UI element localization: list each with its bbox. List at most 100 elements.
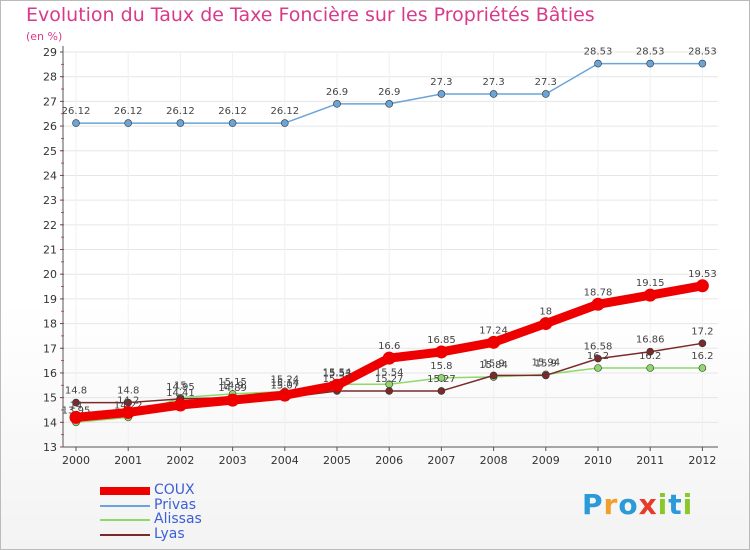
legend-label: Privas bbox=[154, 496, 196, 513]
x-tick-label: 2008 bbox=[480, 454, 508, 467]
data-label-lyas: 14.8 bbox=[65, 386, 87, 397]
data-label-lyas: 15.27 bbox=[375, 374, 404, 385]
data-point-lyas bbox=[72, 398, 80, 407]
data-label-lyas: 15.07 bbox=[270, 381, 299, 392]
x-tick-label: 2004 bbox=[271, 454, 299, 467]
data-label-coux: 14.89 bbox=[218, 383, 247, 394]
y-tick-label: 22 bbox=[43, 219, 57, 232]
data-point-lyas bbox=[437, 387, 446, 395]
data-label-coux: 14.2 bbox=[117, 395, 139, 406]
data-label-alissas: 15.84 bbox=[479, 360, 508, 371]
y-tick-label: 27 bbox=[43, 95, 57, 108]
y-tick-label: 26 bbox=[43, 120, 57, 133]
data-point-alissas bbox=[698, 364, 707, 372]
data-label-alissas: 15.15 bbox=[218, 377, 247, 388]
x-tick-label: 2005 bbox=[323, 454, 351, 467]
y-tick-label: 25 bbox=[43, 145, 57, 158]
y-tick-label: 20 bbox=[43, 268, 57, 281]
data-label-coux: 16.6 bbox=[378, 341, 400, 352]
data-point-lyas bbox=[385, 387, 394, 395]
data-point-lyas bbox=[489, 371, 498, 380]
data-label-privas: 26.9 bbox=[326, 87, 348, 98]
x-tick-label: 2002 bbox=[166, 454, 194, 467]
data-point-privas bbox=[594, 59, 602, 68]
data-label-lyas: 17.2 bbox=[691, 326, 713, 337]
data-point-coux bbox=[173, 398, 187, 412]
y-tick-label: 14 bbox=[43, 416, 57, 429]
legend-swatch bbox=[100, 487, 150, 495]
y-tick-label: 16 bbox=[43, 367, 57, 380]
data-point-privas bbox=[333, 100, 341, 108]
data-label-lyas: 14.95 bbox=[166, 382, 195, 393]
data-point-privas bbox=[228, 119, 237, 127]
data-label-privas: 28.53 bbox=[584, 47, 613, 58]
data-label-privas: 27.3 bbox=[430, 77, 452, 88]
x-tick-label: 2000 bbox=[62, 454, 90, 467]
data-label-privas: 27.3 bbox=[535, 77, 557, 88]
data-point-coux bbox=[591, 297, 605, 311]
data-label-coux: 14 bbox=[70, 400, 83, 411]
data-label-coux: 14.41 bbox=[166, 388, 195, 399]
data-point-lyas bbox=[646, 347, 655, 356]
data-label-alissas: 15.24 bbox=[270, 374, 299, 385]
data-label-lyas: 16.58 bbox=[584, 342, 613, 353]
legend-swatch bbox=[100, 533, 150, 536]
data-point-coux bbox=[382, 351, 396, 365]
data-label-lyas: 16.86 bbox=[636, 335, 665, 346]
data-label-privas: 26.12 bbox=[62, 106, 91, 117]
chart-title: Evolution du Taux de Taxe Foncière sur l… bbox=[26, 4, 595, 26]
legend-label: Lyas bbox=[154, 525, 185, 542]
data-point-privas bbox=[385, 100, 394, 108]
data-point-coux bbox=[226, 393, 240, 407]
data-label-alissas: 16.2 bbox=[639, 351, 661, 362]
data-label-alissas: 13.95 bbox=[62, 405, 91, 416]
y-tick-label: 15 bbox=[43, 392, 57, 405]
data-label-coux: 18.78 bbox=[584, 287, 613, 298]
legend-label: Alissas bbox=[154, 511, 202, 527]
y-tick-label: 21 bbox=[43, 244, 57, 257]
data-point-lyas bbox=[698, 339, 707, 348]
data-point-privas bbox=[72, 119, 80, 127]
data-label-coux: 15.53 bbox=[323, 368, 352, 379]
data-label-coux: 18 bbox=[539, 307, 552, 318]
y-tick-label: 28 bbox=[43, 71, 57, 84]
data-label-alissas: 15.8 bbox=[430, 361, 452, 372]
y-tick-label: 18 bbox=[43, 318, 57, 331]
y-tick-label: 23 bbox=[43, 194, 57, 207]
data-point-privas bbox=[124, 119, 132, 127]
x-tick-label: 2010 bbox=[584, 454, 612, 467]
data-point-privas bbox=[698, 59, 707, 68]
x-tick-label: 2001 bbox=[114, 454, 142, 467]
data-point-privas bbox=[646, 59, 655, 68]
data-label-privas: 26.12 bbox=[166, 106, 195, 117]
data-label-lyas: 15.9 bbox=[535, 358, 557, 369]
data-label-alissas: 15 bbox=[174, 381, 187, 392]
x-tick-label: 2007 bbox=[427, 454, 455, 467]
data-point-privas bbox=[176, 119, 185, 127]
data-point-privas bbox=[541, 90, 550, 98]
data-label-alissas: 15.54 bbox=[323, 367, 352, 378]
data-point-alissas bbox=[646, 364, 655, 372]
data-label-coux: 19.53 bbox=[688, 269, 717, 280]
data-label-privas: 26.12 bbox=[270, 106, 299, 117]
data-point-coux bbox=[539, 317, 553, 331]
data-point-alissas bbox=[594, 364, 602, 372]
x-tick-label: 2011 bbox=[636, 454, 664, 467]
x-tick-label: 2003 bbox=[219, 454, 247, 467]
data-label-alissas: 16.2 bbox=[691, 351, 713, 362]
data-point-lyas bbox=[594, 354, 602, 363]
y-tick-label: 17 bbox=[43, 342, 57, 355]
proxiti-logo: Proxiti bbox=[582, 488, 694, 521]
chart-subtitle: (en %) bbox=[26, 30, 63, 43]
data-label-lyas: 15.9 bbox=[482, 358, 504, 369]
data-label-lyas: 15.27 bbox=[427, 374, 456, 385]
data-point-coux bbox=[69, 410, 83, 424]
data-point-privas bbox=[489, 90, 498, 98]
data-label-alissas: 15.54 bbox=[375, 367, 404, 378]
data-point-coux bbox=[643, 288, 657, 302]
legend-label: COUX bbox=[154, 482, 195, 498]
legend-swatch bbox=[100, 519, 150, 521]
y-tick-label: 29 bbox=[43, 46, 57, 59]
